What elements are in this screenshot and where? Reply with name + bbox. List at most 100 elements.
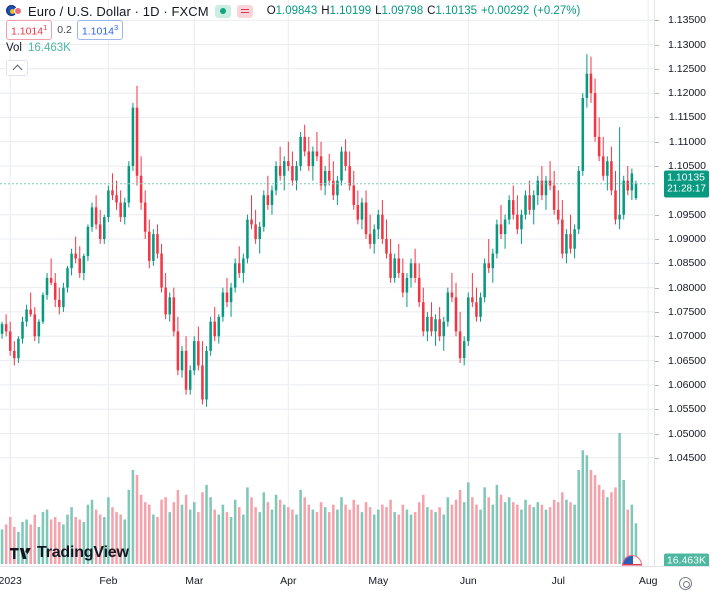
candle-body xyxy=(434,319,437,332)
tradingview-logo-icon xyxy=(10,547,31,559)
volume-bar xyxy=(213,509,216,564)
candle-body xyxy=(626,180,630,191)
volume-bar xyxy=(556,502,560,564)
volume-bar xyxy=(221,504,225,564)
price-tick-label: 1.05000 xyxy=(668,427,706,440)
volume-bar xyxy=(540,504,544,564)
chart-canvas[interactable] xyxy=(0,0,654,566)
candle-body xyxy=(111,190,114,196)
candle-body xyxy=(426,316,429,332)
volume-bar xyxy=(205,484,208,564)
volume-bar xyxy=(143,502,147,564)
candle-body xyxy=(8,331,12,351)
volume-bar xyxy=(90,499,94,564)
candle-body xyxy=(368,234,372,244)
candle-body xyxy=(33,314,37,337)
volume-bar xyxy=(360,512,364,564)
chart-settings-gear-icon[interactable] xyxy=(679,577,692,590)
price-tick-mark xyxy=(655,117,659,119)
candle-body xyxy=(593,93,597,137)
candle-body xyxy=(323,170,327,186)
collapse-pane-button[interactable] xyxy=(6,60,28,76)
candle-body xyxy=(601,156,605,176)
candle-body xyxy=(45,277,49,295)
volume-bar xyxy=(483,487,486,564)
candle-body xyxy=(360,202,364,220)
time-tick-label: Jul xyxy=(551,575,566,587)
candle-body xyxy=(299,136,302,167)
volume-bar xyxy=(393,512,396,564)
volume-bar xyxy=(536,502,540,564)
candle-body xyxy=(78,258,82,274)
volume-bar xyxy=(630,504,634,564)
volume-bar xyxy=(242,514,245,564)
volume-bar xyxy=(172,502,176,564)
candle-body xyxy=(377,214,380,230)
price-tick-mark xyxy=(655,214,659,216)
volume-bar xyxy=(270,509,274,564)
volume-bar xyxy=(479,509,482,564)
candle-body xyxy=(352,185,356,205)
time-axis[interactable]: 2023 Feb Mar Apr May Jun Jul Aug xyxy=(0,566,710,600)
price-tick-label: 1.11000 xyxy=(668,135,706,148)
time-tick-label: Aug xyxy=(638,575,658,587)
chart-plot-area[interactable] xyxy=(0,0,654,566)
candle-body xyxy=(205,350,208,400)
volume-bar xyxy=(634,523,638,564)
volume-bar xyxy=(319,502,323,564)
volume-bar xyxy=(340,497,343,564)
candle-body xyxy=(152,234,155,261)
candle-body xyxy=(90,207,94,227)
volume-bar xyxy=(180,504,184,564)
volume-value-tag[interactable]: 16.463K xyxy=(663,553,709,569)
candle-body xyxy=(389,253,392,278)
candle-body xyxy=(74,253,77,259)
candlestick-series xyxy=(0,54,638,407)
price-tick-label: 1.07000 xyxy=(668,330,706,343)
volume-bar xyxy=(446,497,450,564)
candle-body xyxy=(385,239,388,254)
price-tick-mark xyxy=(655,68,659,70)
volume-bar xyxy=(516,504,519,564)
candle-body xyxy=(164,287,167,315)
candle-body xyxy=(430,316,433,332)
candle-body xyxy=(622,180,625,215)
volume-bar xyxy=(262,492,266,564)
vertical-gridlines xyxy=(9,0,649,566)
candle-body xyxy=(520,214,523,230)
volume-bar xyxy=(573,504,576,564)
price-axis[interactable]: 1.13500 1.13000 1.12500 1.12000 1.11500 1.110… xyxy=(654,0,710,569)
volume-bar xyxy=(524,499,527,564)
candle-body xyxy=(532,195,535,210)
candle-body xyxy=(188,370,192,390)
candle-body xyxy=(475,302,478,317)
current-price-value: 1.10135 xyxy=(667,171,706,184)
volume-bar xyxy=(389,499,392,564)
volume-bar xyxy=(344,504,347,564)
volume-bar xyxy=(127,489,131,564)
volume-bar xyxy=(131,470,135,564)
price-tick-label: 1.09500 xyxy=(668,208,706,221)
candle-body xyxy=(446,292,450,322)
candle-body xyxy=(266,195,270,205)
current-price-tag[interactable]: 1.10135 21:28:17 xyxy=(664,170,709,198)
volume-bar xyxy=(58,521,61,564)
volume-bar xyxy=(458,489,462,564)
volume-bar xyxy=(618,432,621,564)
candle-body xyxy=(180,350,184,371)
volume-bar xyxy=(413,512,417,564)
candle-body xyxy=(58,299,61,308)
candle-body xyxy=(225,292,229,303)
price-tick-label: 1.12500 xyxy=(668,62,706,75)
candle-body xyxy=(552,185,556,210)
volume-bar xyxy=(352,499,356,564)
candle-body xyxy=(422,302,425,332)
candle-body xyxy=(262,195,266,227)
candle-body xyxy=(29,309,32,315)
candle-body xyxy=(344,151,347,167)
price-tick-mark xyxy=(655,141,659,143)
candle-body xyxy=(327,170,331,181)
candle-body xyxy=(82,256,86,274)
candle-body xyxy=(479,297,482,317)
candle-body xyxy=(483,263,486,298)
